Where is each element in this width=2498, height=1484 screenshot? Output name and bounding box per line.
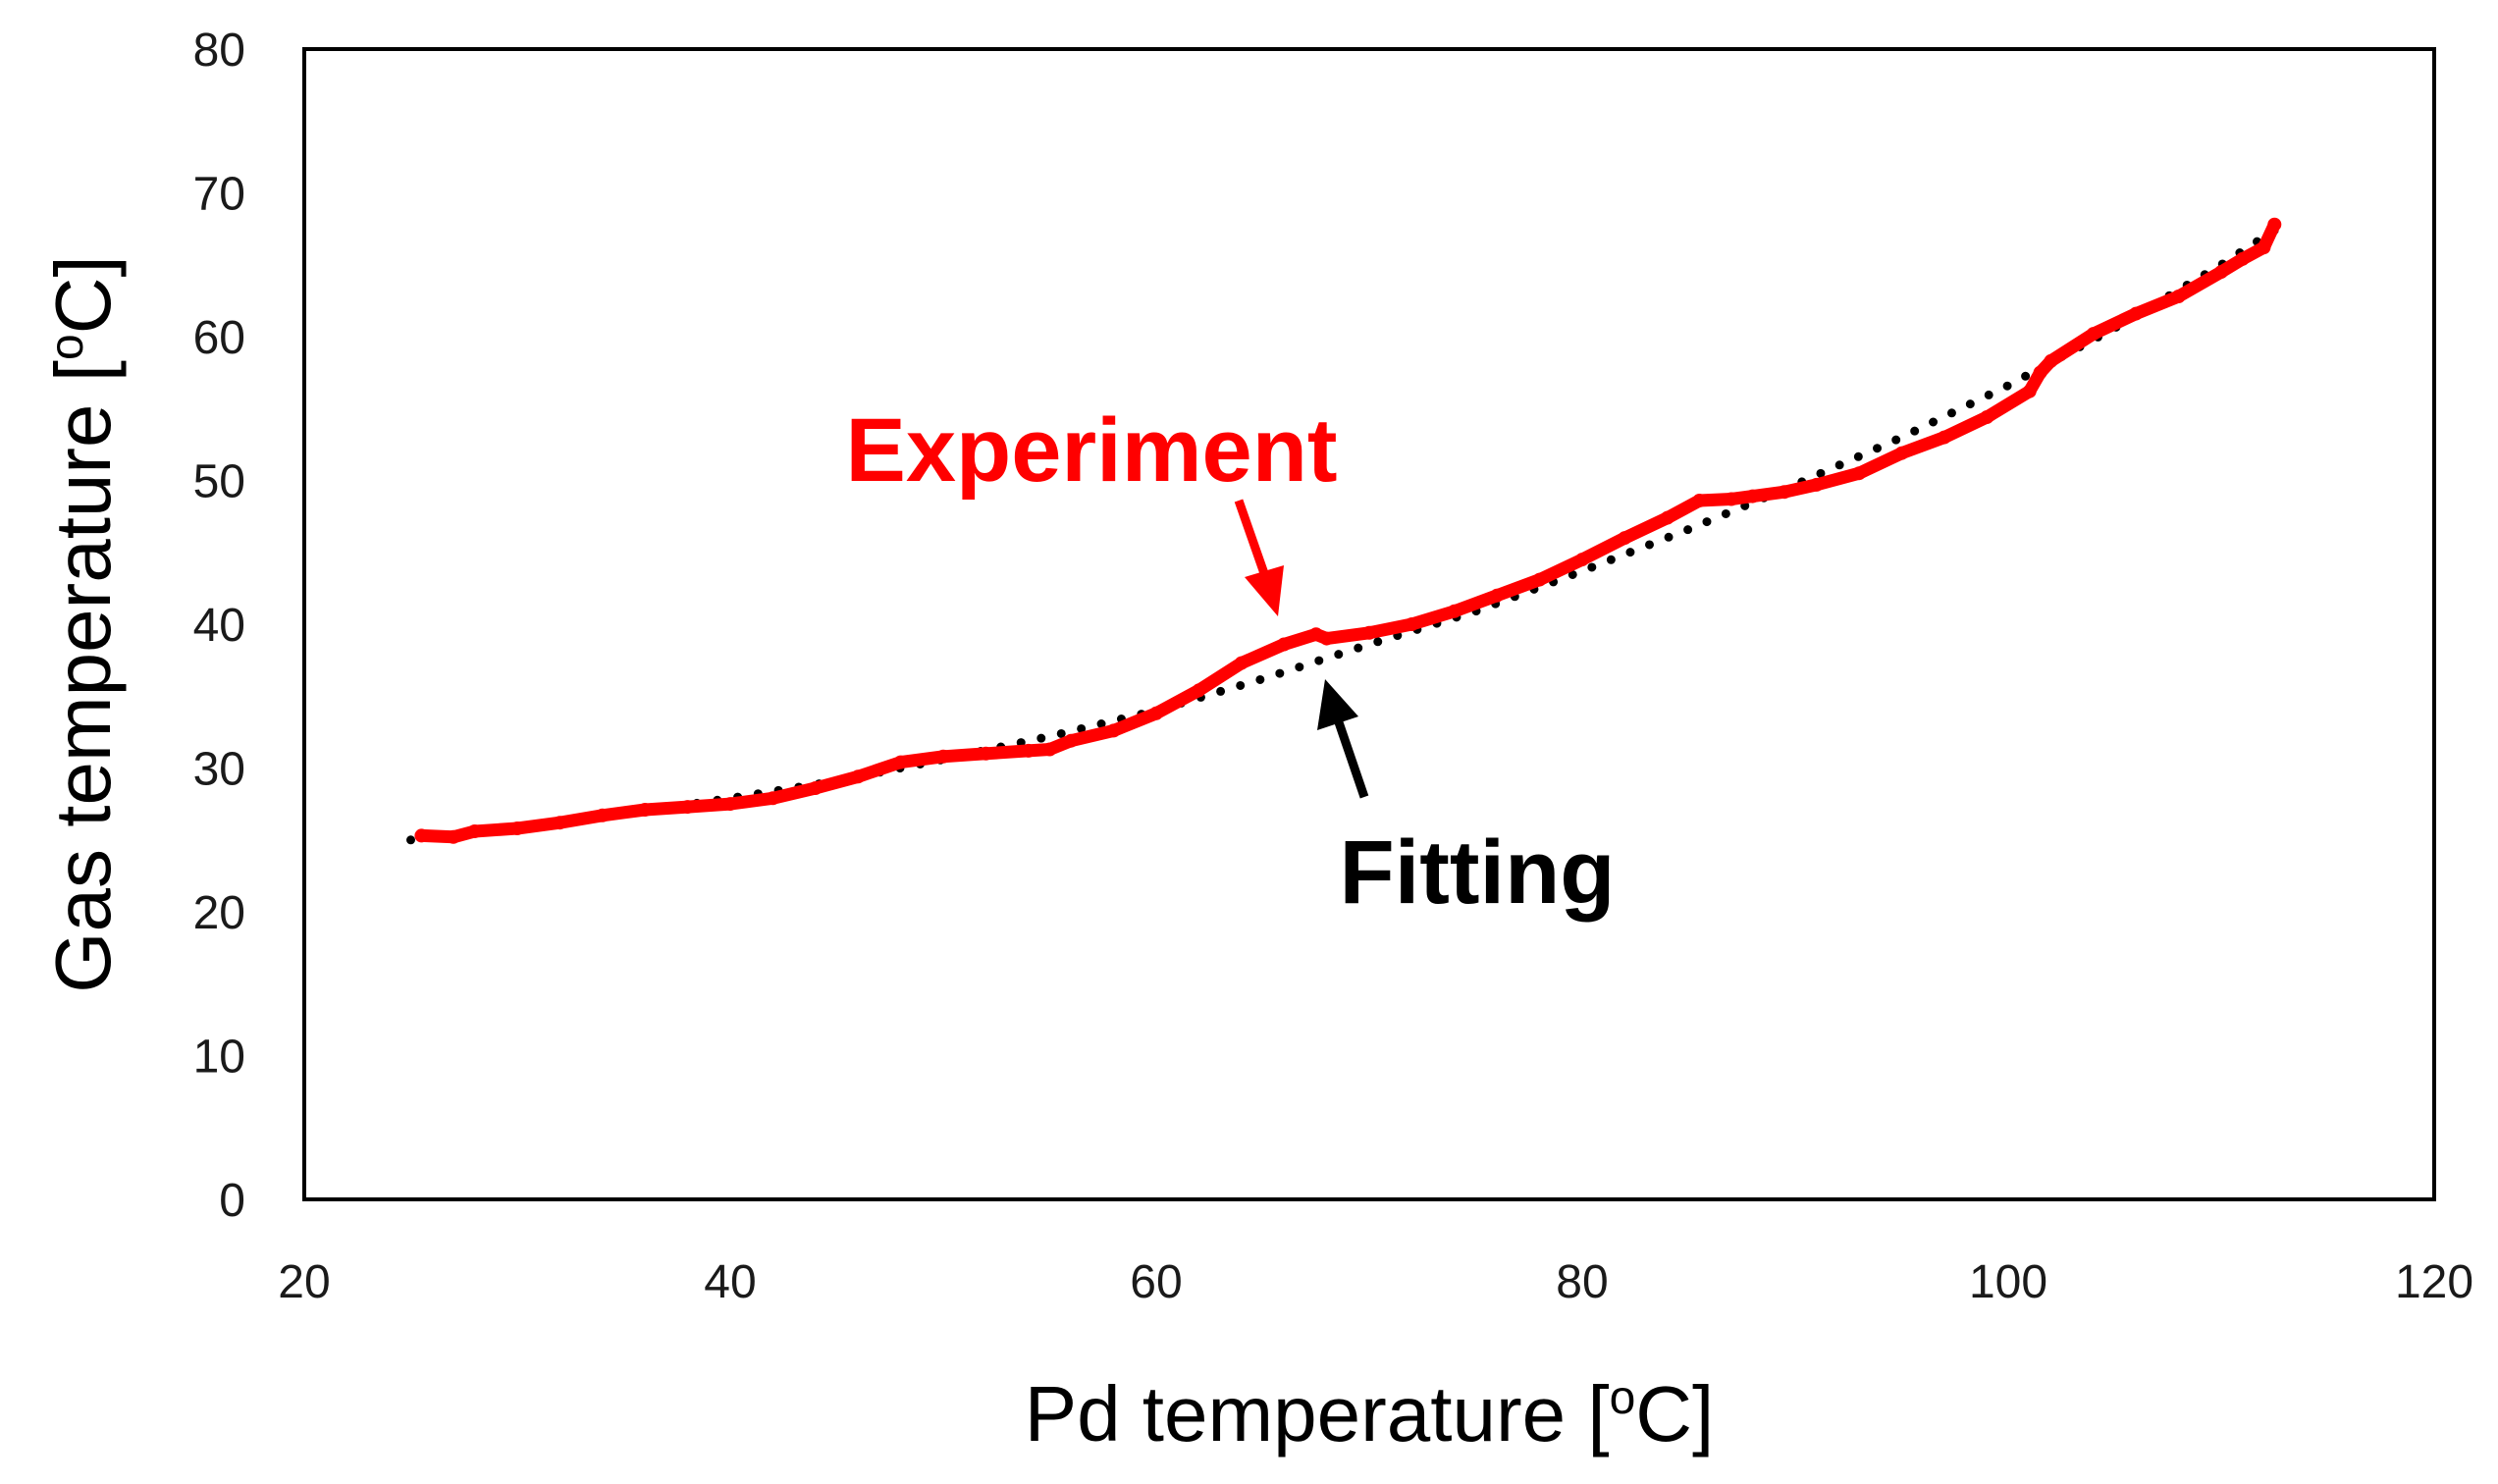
experiment-point xyxy=(1852,466,1867,481)
x-tick-label: 80 xyxy=(1556,1256,1608,1308)
experiment-point xyxy=(1192,683,1206,698)
y-tick-label: 0 xyxy=(219,1175,245,1227)
experiment-point xyxy=(893,755,908,769)
x-tick-label: 60 xyxy=(1130,1256,1182,1308)
experiment-point xyxy=(1405,617,1419,631)
experiment-point xyxy=(723,797,737,812)
y-tick-label: 40 xyxy=(193,600,245,652)
experiment-arrow-icon xyxy=(1234,499,1284,616)
x-tick-label: 120 xyxy=(2395,1256,2473,1308)
experiment-point xyxy=(936,749,950,764)
experiment-point xyxy=(979,746,993,761)
experiment-point xyxy=(766,791,780,806)
experiment-point xyxy=(1894,446,1909,460)
experiment-series xyxy=(414,217,2282,844)
experiment-point xyxy=(1778,485,1792,500)
y-axis-title: Gas temperature [oC] xyxy=(39,255,127,992)
x-tick-label: 20 xyxy=(278,1256,330,1308)
experiment-point xyxy=(467,824,482,838)
experiment-point xyxy=(1490,588,1505,603)
experiment-point xyxy=(1234,656,1249,670)
experiment-point xyxy=(638,803,653,817)
experiment-point xyxy=(1980,410,1994,424)
fitting-line xyxy=(406,226,2279,845)
y-tick-label: 70 xyxy=(193,169,245,221)
plot-frame xyxy=(302,47,2436,1201)
experiment-point xyxy=(595,808,610,822)
y-tick-label: 30 xyxy=(193,744,245,796)
experiment-point xyxy=(2235,251,2250,266)
experiment-point xyxy=(1809,477,1824,492)
experiment-point xyxy=(2022,384,2037,398)
experiment-point xyxy=(1362,625,1376,640)
y-tick-label: 50 xyxy=(193,456,245,508)
experiment-point xyxy=(1724,492,1738,506)
y-tick-label: 60 xyxy=(193,312,245,364)
experiment-point xyxy=(2214,265,2228,280)
fitting-arrow-icon xyxy=(1317,679,1369,799)
experiment-point xyxy=(680,800,695,815)
experiment-point xyxy=(1277,637,1292,652)
experiment-point xyxy=(851,769,866,784)
experiment-point xyxy=(1021,743,1036,758)
experiment-point xyxy=(2267,217,2282,232)
x-tick-labels: 20 40 60 80 100 120 xyxy=(278,1256,2473,1308)
experiment-annotation-label: Experiment xyxy=(845,400,1337,501)
experiment-line xyxy=(414,218,2281,844)
experiment-point xyxy=(1308,627,1323,642)
experiment-point xyxy=(1532,572,1547,587)
experiment-point xyxy=(2044,353,2058,368)
experiment-point xyxy=(1042,742,1057,757)
experiment-point xyxy=(1660,510,1674,525)
experiment-point xyxy=(2171,290,2186,303)
experiment-point xyxy=(1064,733,1079,748)
fitting-annotation-label: Fitting xyxy=(1340,822,1616,923)
experiment-point xyxy=(2033,365,2047,380)
experiment-point xyxy=(446,829,460,844)
experiment-point xyxy=(1575,553,1589,567)
y-tick-label: 20 xyxy=(193,887,245,939)
x-tick-label: 40 xyxy=(704,1256,756,1308)
experiment-point xyxy=(1319,631,1334,646)
experiment-point xyxy=(1618,531,1632,546)
experiment-point xyxy=(414,828,429,843)
experiment-point xyxy=(1447,604,1462,618)
experiment-point xyxy=(1149,706,1163,720)
experiment-point xyxy=(1745,489,1760,504)
x-tick-label: 100 xyxy=(1969,1256,2047,1308)
y-tick-label: 10 xyxy=(193,1032,245,1084)
experiment-point xyxy=(510,822,524,835)
fitting-series xyxy=(406,226,2279,845)
experiment-point xyxy=(1937,430,1951,445)
y-tick-label: 80 xyxy=(193,25,245,77)
experiment-point xyxy=(2257,240,2271,255)
experiment-point xyxy=(2129,306,2144,321)
experiment-point xyxy=(1692,494,1707,507)
x-axis-title: Pd temperature [oC] xyxy=(1025,1370,1715,1458)
experiment-point xyxy=(553,816,567,830)
experiment-point xyxy=(2086,327,2100,342)
y-tick-labels: 0 10 20 30 40 50 60 70 80 xyxy=(193,25,245,1227)
experiment-point xyxy=(1106,723,1121,738)
experiment-point xyxy=(808,781,823,795)
